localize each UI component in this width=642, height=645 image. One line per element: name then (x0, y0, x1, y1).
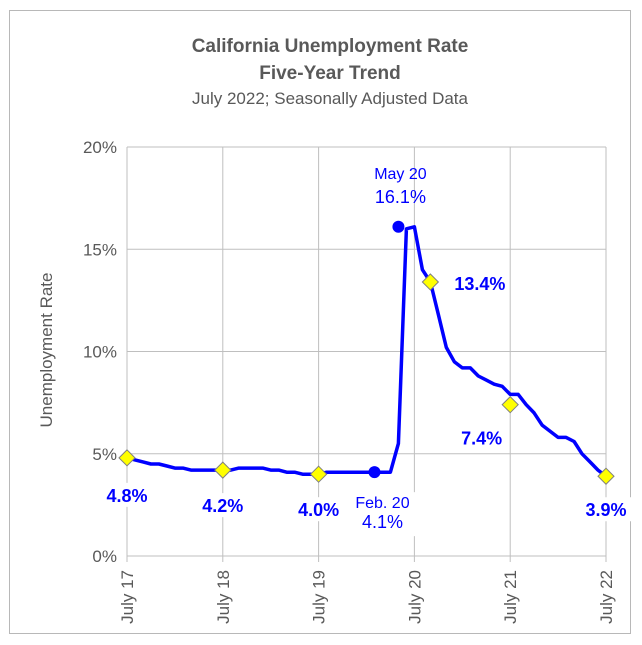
diamond-marker (421, 273, 440, 291)
chart-frame (9, 10, 631, 634)
annotation-value: 16.1% (375, 187, 426, 207)
diamond-marker (501, 395, 519, 414)
data-label: 4.2% (202, 496, 243, 516)
x-tick-labels: July 17 July 18 July 19 July 20 July 21 July … (118, 570, 616, 624)
y-axis-label: Unemployment Rate (37, 273, 56, 428)
y-tick-label: 10% (83, 343, 117, 362)
x-tick-label: July 20 (405, 570, 424, 624)
y-tick-label: 15% (83, 240, 117, 259)
chart-title-line2: Five-Year Trend (259, 63, 401, 84)
data-label-bg (98, 482, 156, 507)
data-label: 13.4% (454, 274, 505, 294)
annotation-point (368, 466, 381, 479)
y-tick-label: 5% (92, 445, 117, 464)
annotation-date: Feb. 20 (355, 495, 409, 512)
x-tick-label: July 21 (501, 570, 520, 624)
data-label-bg (450, 270, 509, 295)
y-tick-labels: 0% 5% 10% 15% 20% (83, 138, 117, 566)
data-markers (118, 220, 615, 485)
data-label-bg (289, 497, 348, 522)
data-label-bg (448, 425, 507, 450)
chart-title: California Unemployment Rate (192, 36, 469, 57)
diamond-marker (597, 467, 615, 485)
annotation-date: May 20 (374, 166, 427, 183)
chart-subtitle: July 2022; Seasonally Adjusted Data (192, 89, 469, 108)
y-tick-label: 0% (92, 547, 117, 566)
diamond-marker (214, 461, 232, 479)
x-tick-label: July 19 (310, 570, 329, 624)
x-tick-label: July 18 (214, 570, 233, 624)
annotation-bg (348, 492, 417, 537)
x-tick-label: July 17 (118, 570, 137, 624)
series-line (125, 225, 608, 478)
data-label: 4.8% (106, 486, 147, 506)
annotation-point (392, 220, 405, 233)
diamond-marker (118, 449, 136, 467)
data-label: 4.0% (298, 500, 339, 520)
data-label: 7.4% (461, 429, 502, 449)
unemployment-series-line (125, 225, 608, 478)
data-label: 3.9% (585, 500, 626, 520)
data-labels: 4.8% 4.2% 4.0% 13.4% 7.4% 3.9% Feb. 204.1% May … (98, 166, 635, 537)
data-label-bg (577, 497, 635, 522)
annotation-value: 4.1% (362, 512, 403, 532)
x-tick-label: July 22 (597, 570, 616, 624)
diamond-marker (309, 465, 328, 483)
y-tick-label: 20% (83, 138, 117, 157)
data-label-bg (193, 493, 252, 518)
